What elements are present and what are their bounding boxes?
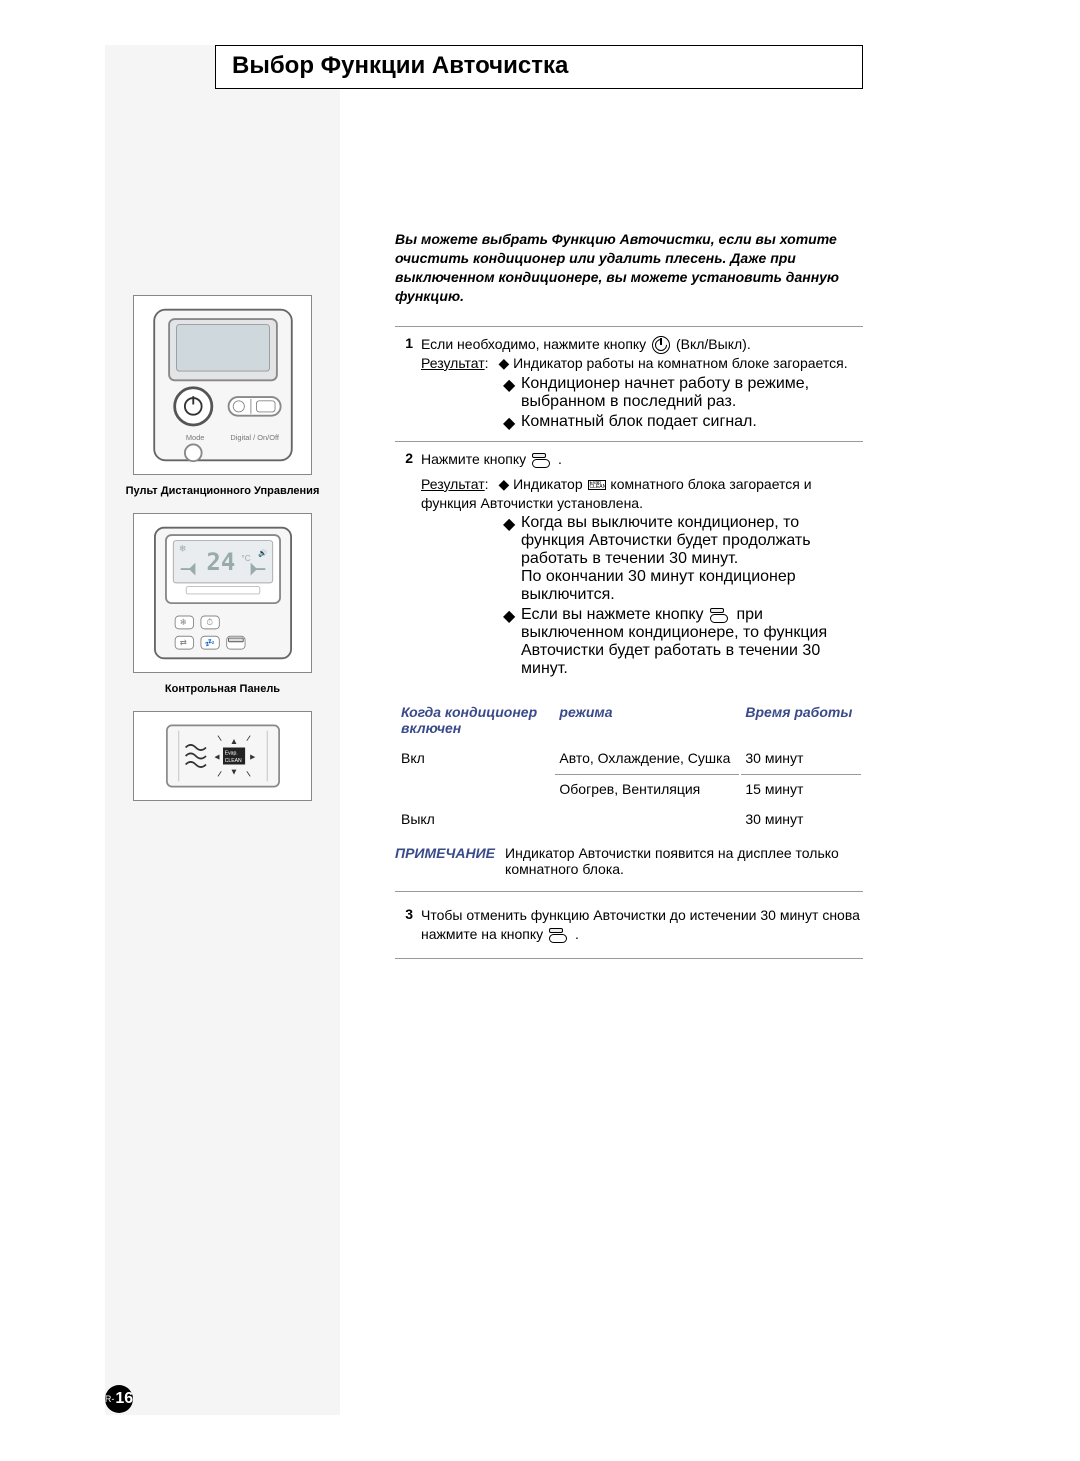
table-r1c2: Авто, Охлаждение, Сушка [555,744,739,772]
table-h1: Когда кондиционер включен [397,698,553,742]
page-prefix: R- [105,1394,115,1404]
panel-caption: Контрольная Панель [105,683,340,695]
step-1-body: Если необходимо, нажмите кнопку (Вкл/Вык… [421,335,863,373]
result-label-2: Результат [421,476,485,492]
step-2-number: 2 [395,450,421,513]
clean-indicator-icon: EvapCLEAN [588,480,606,490]
table-r2c3: 15 минут [741,774,861,803]
panel-illustration: 24 °C ❄ 🔊 ❄ [133,513,312,673]
svg-text:◄: ◄ [212,751,220,761]
step2-r2: Когда вы выключите кондиционер, то функц… [521,514,811,567]
svg-text:⇄: ⇄ [179,638,186,647]
indoor-unit-illustration: ◄ Evap. CLEAN ► ▲ ▼ [133,711,312,801]
svg-text:▲: ▲ [229,736,237,746]
intro-text: Вы можете выбрать Функцию Авточистки, ес… [395,230,863,306]
step2-r3a: Если вы нажмете кнопку [521,606,708,623]
svg-text:⏱: ⏱ [206,618,212,627]
note-text: Индикатор Авточистки появится на дисплее… [505,845,863,877]
separator-2 [395,958,863,959]
table-r3c2 [555,805,739,833]
step2-sublist: ◆ Когда вы выключите кондиционер, то фун… [395,514,863,678]
left-column: Mode Digital / On/Off Пульт Дистанционно… [105,295,340,811]
svg-text:🔊: 🔊 [257,548,266,557]
runtime-table: Когда кондиционер включен режима Время р… [395,696,863,835]
table-r1c3: 30 минут [741,744,861,772]
step3-text-b: . [575,926,579,942]
svg-text:Digital / On/Off: Digital / On/Off [230,433,279,442]
page-num-value: 16 [115,1390,133,1408]
step-1-number: 1 [395,335,421,373]
svg-text:►: ► [248,751,256,761]
svg-text:Mode: Mode [185,433,204,442]
table-h3: Время работы [741,698,861,742]
step2-r3-wrap: Если вы нажмете кнопку при выключенном к… [521,606,863,678]
step1-r3: Комнатный блок подает сигнал. [521,413,863,433]
remote-svg: Mode Digital / On/Off [143,306,303,464]
content-area: Выбор Функции Авточистка [105,45,863,89]
separator [395,891,863,892]
svg-text:❄: ❄ [179,618,186,627]
note-row: ПРИМЕЧАНИЕ Индикатор Авточистки появится… [395,845,863,877]
step3-text-a: Чтобы отменить функцию Авточистки до ист… [421,907,860,942]
table-h2: режима [555,698,739,742]
right-column: Вы можете выбрать Функцию Авточистки, ес… [395,230,863,973]
power-icon [652,336,670,354]
svg-text:Evap.: Evap. [224,750,237,756]
page-title: Выбор Функции Авточистка [232,52,846,80]
note-label: ПРИМЕЧАНИЕ [395,845,505,877]
result-label-1: Результат [421,355,485,371]
svg-text:°C: °C [241,554,250,563]
remote-caption: Пульт Дистанционного Управления [105,485,340,497]
table-r2c2: Обогрев, Вентиляция [555,774,739,803]
page-number: R-16 [105,1385,133,1413]
step-3-body: Чтобы отменить функцию Авточистки до ист… [421,906,863,944]
manual-page: Выбор Функции Авточистка [0,0,1080,1461]
step1-r2: Кондиционер начнет работу в режиме, выбр… [521,375,863,411]
step2-r1a: Индикатор [513,476,586,492]
clean-button-icon-3 [549,928,569,943]
step2-r2-wrap: Когда вы выключите кондиционер, то функц… [521,514,863,604]
step-2: 2 Нажмите кнопку . Результат: ◆ Индикато… [395,441,863,878]
page-title-box: Выбор Функции Авточистка [215,45,863,89]
step-2-body: Нажмите кнопку . Результат: ◆ Индикатор … [421,450,863,513]
step1-sublist: ◆Кондиционер начнет работу в режиме, выб… [395,375,863,433]
table-r3c1: Выкл [397,805,553,833]
svg-text:❄: ❄ [178,544,186,554]
step2-text-b: . [558,451,562,467]
step-3-number: 3 [395,906,421,944]
table-r3c3: 30 минут [741,805,861,833]
step-3: 3 Чтобы отменить функцию Авточистки до и… [395,906,863,944]
step2-text-a: Нажмите кнопку [421,451,530,467]
clean-button-icon [532,453,552,468]
step-1: 1 Если необходимо, нажмите кнопку (Вкл/В… [395,326,863,433]
svg-text:24: 24 [206,548,235,576]
step1-text-a: Если необходимо, нажмите кнопку [421,336,650,352]
svg-text:CLEAN: CLEAN [224,758,241,764]
svg-text:💤: 💤 [204,638,214,647]
step1-r1: Индикатор работы на комнатном блоке заго… [513,355,847,371]
svg-text:▼: ▼ [229,767,237,777]
indoor-svg: ◄ Evap. CLEAN ► ▲ ▼ [163,722,283,790]
panel-svg: 24 °C ❄ 🔊 ❄ [143,524,303,662]
clean-button-icon-2 [710,608,730,623]
remote-illustration: Mode Digital / On/Off [133,295,312,475]
step2-r2b: По окончании 30 минут кондиционер выключ… [521,568,796,603]
table-r1c1: Вкл [397,744,553,803]
step1-text-b: (Вкл/Выкл). [676,336,751,352]
